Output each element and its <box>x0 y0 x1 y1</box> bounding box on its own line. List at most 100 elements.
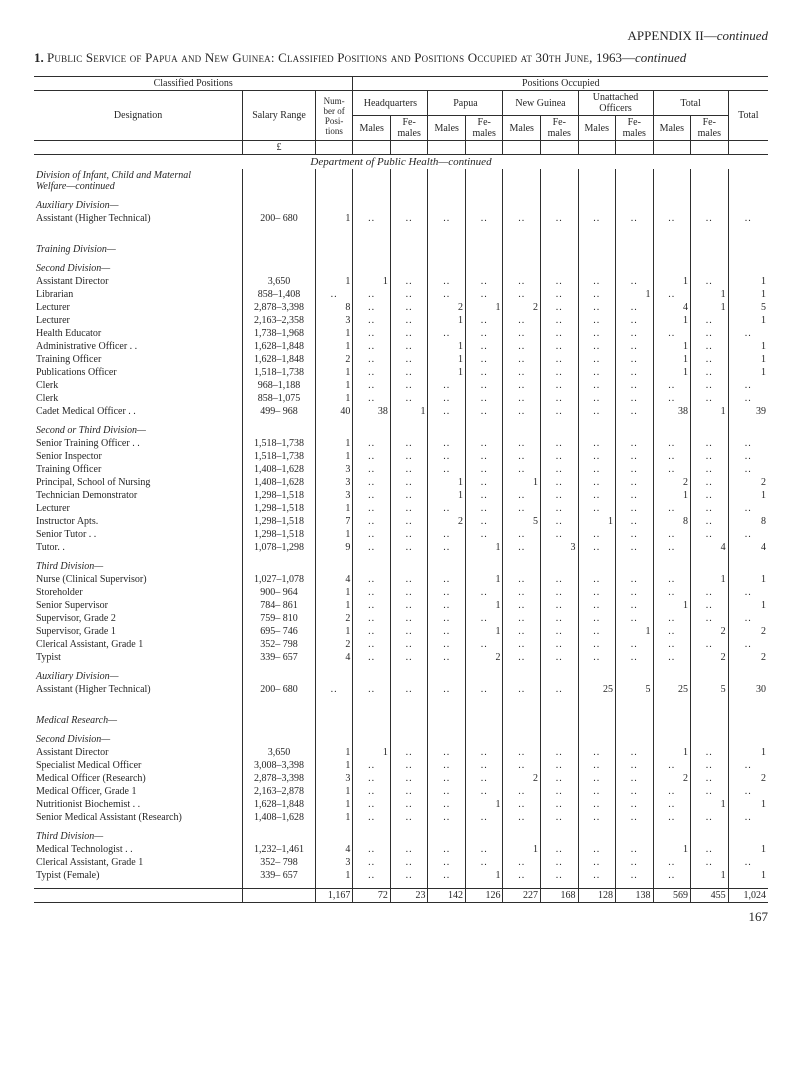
data-cell: .. <box>390 856 428 869</box>
salary-range-cell: 1,628–1,848 <box>243 353 316 366</box>
table-row: Tutor. .1,078–1,2989......1..3......44 <box>34 541 768 554</box>
designation-cell: Principal, School of Nursing <box>34 476 243 489</box>
data-cell: .. <box>503 573 541 586</box>
appendix-label: APPENDIX II— <box>628 28 717 43</box>
totals-c7: 138 <box>616 889 654 903</box>
header-row-1: Classified Positions Positions Occupied <box>34 77 768 91</box>
data-cell: .. <box>465 212 503 225</box>
data-cell: .. <box>616 301 654 314</box>
data-cell: .. <box>616 314 654 327</box>
data-cell: .. <box>691 599 729 612</box>
data-cell: .. <box>503 379 541 392</box>
data-cell: 2 <box>691 625 729 638</box>
data-cell: .. <box>465 392 503 405</box>
data-cell: 1 <box>691 869 729 882</box>
data-cell: .. <box>428 843 466 856</box>
data-cell: .. <box>465 746 503 759</box>
data-cell: .. <box>390 392 428 405</box>
data-cell: .. <box>578 638 616 651</box>
data-cell: .. <box>691 327 729 340</box>
data-cell: .. <box>428 683 466 696</box>
data-cell: .. <box>653 392 691 405</box>
data-cell: 3 <box>315 489 353 502</box>
data-cell: 1 <box>428 366 466 379</box>
data-cell: 1 <box>315 798 353 811</box>
data-cell: .. <box>353 683 391 696</box>
data-cell: .. <box>540 785 578 798</box>
data-cell: 1 <box>691 405 729 418</box>
totals-c1: 23 <box>390 889 428 903</box>
data-cell: .. <box>353 573 391 586</box>
data-cell: .. <box>465 314 503 327</box>
data-cell: .. <box>540 327 578 340</box>
appendix-header: APPENDIX II—continued <box>34 28 768 44</box>
data-cell: .. <box>540 798 578 811</box>
data-cell: .. <box>465 612 503 625</box>
data-cell: 1 <box>465 301 503 314</box>
data-cell: .. <box>503 288 541 301</box>
data-cell: .. <box>465 379 503 392</box>
data-cell: 1 <box>315 212 353 225</box>
data-cell: .. <box>578 612 616 625</box>
title-number: 1. <box>34 50 44 65</box>
data-cell: 1 <box>465 599 503 612</box>
data-cell: .. <box>616 476 654 489</box>
data-cell: 2 <box>428 301 466 314</box>
data-cell: .. <box>540 573 578 586</box>
data-cell: .. <box>465 811 503 824</box>
data-cell: .. <box>428 599 466 612</box>
data-cell: 2 <box>465 651 503 664</box>
designation-cell: Clerk <box>34 379 243 392</box>
data-cell: .. <box>578 314 616 327</box>
data-cell: 1 <box>728 275 768 288</box>
header-row-2: Designation Salary Range Num- ber of Pos… <box>34 91 768 116</box>
title-year: 1963— <box>596 50 635 65</box>
data-cell: .. <box>390 212 428 225</box>
data-cell: .. <box>653 528 691 541</box>
data-cell: .. <box>353 541 391 554</box>
data-cell: .. <box>616 489 654 502</box>
data-cell: .. <box>465 683 503 696</box>
table-row: Assistant Director3,65011..............1… <box>34 746 768 759</box>
data-cell: 38 <box>353 405 391 418</box>
data-cell: .. <box>691 856 729 869</box>
data-cell: 1 <box>315 437 353 450</box>
salary-range-cell: 1,027–1,078 <box>243 573 316 586</box>
data-cell: 38 <box>653 405 691 418</box>
data-cell: .. <box>578 798 616 811</box>
data-cell: 1 <box>503 843 541 856</box>
section-heading-row: Second Division— <box>34 733 768 746</box>
data-cell: .. <box>390 638 428 651</box>
section-heading-row: Auxiliary Division— <box>34 670 768 683</box>
data-cell: .. <box>428 379 466 392</box>
data-cell: .. <box>728 856 768 869</box>
data-cell: .. <box>353 379 391 392</box>
data-cell: .. <box>691 392 729 405</box>
data-cell: .. <box>390 759 428 772</box>
data-cell: .. <box>465 366 503 379</box>
data-cell: 1 <box>728 746 768 759</box>
salary-range-cell: 1,298–1,518 <box>243 489 316 502</box>
data-cell: .. <box>315 683 353 696</box>
data-cell: .. <box>616 405 654 418</box>
data-cell: .. <box>390 288 428 301</box>
section-heading: Second or Third Division— <box>34 424 243 437</box>
data-cell: .. <box>390 502 428 515</box>
salary-range-cell: 1,518–1,738 <box>243 437 316 450</box>
data-cell: .. <box>428 746 466 759</box>
data-cell: .. <box>428 405 466 418</box>
dept-banner: Department of Public Health—continued <box>34 155 768 170</box>
data-cell: .. <box>616 772 654 785</box>
table-row: Storeholder900– 9641....................… <box>34 586 768 599</box>
data-cell: .. <box>540 314 578 327</box>
salary-range-cell: 1,078–1,298 <box>243 541 316 554</box>
data-cell: .. <box>653 437 691 450</box>
designation-cell: Instructor Apts. <box>34 515 243 528</box>
data-cell: 1 <box>653 489 691 502</box>
data-cell: .. <box>503 405 541 418</box>
data-cell: .. <box>353 288 391 301</box>
data-cell: .. <box>428 798 466 811</box>
designation-cell: Technician Demonstrator <box>34 489 243 502</box>
hdr-classified: Classified Positions <box>34 77 353 91</box>
data-cell: .. <box>540 599 578 612</box>
